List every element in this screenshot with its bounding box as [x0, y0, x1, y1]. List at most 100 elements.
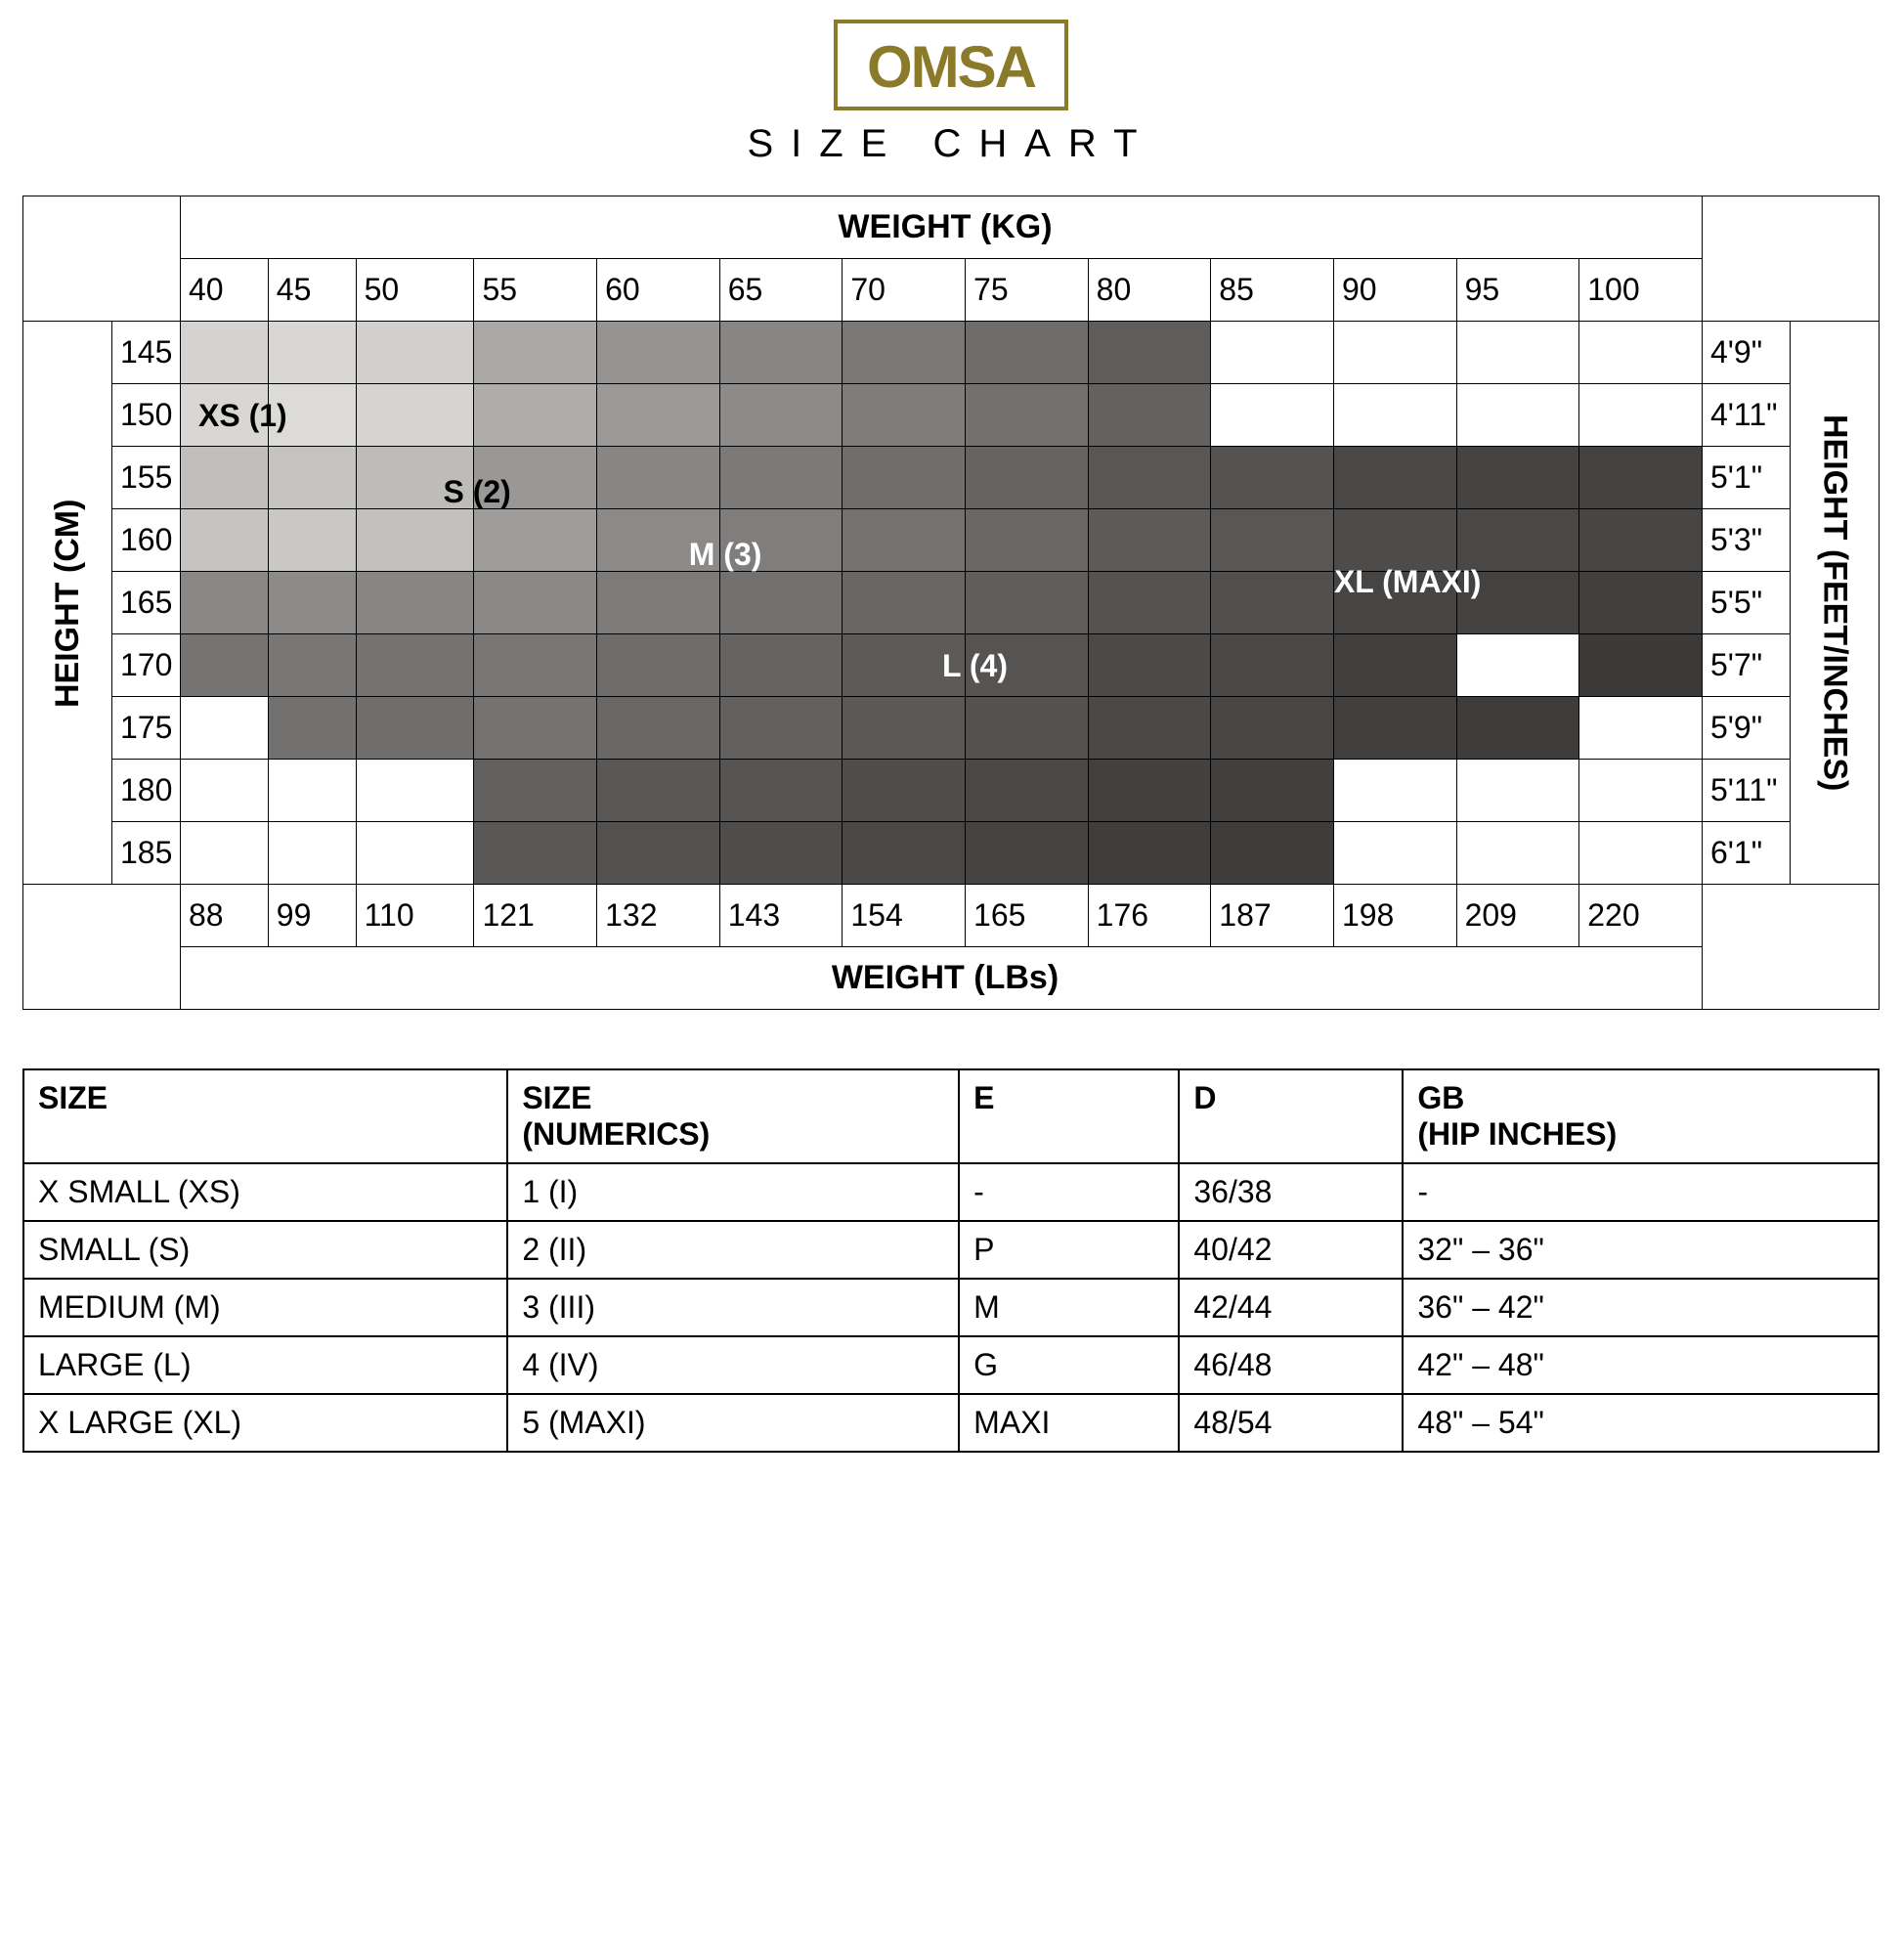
size-cell — [1333, 322, 1456, 384]
size-cell — [181, 822, 269, 885]
size-cell — [843, 760, 966, 822]
size-cell — [719, 322, 843, 384]
size-cell — [1211, 822, 1334, 885]
size-cell — [181, 322, 269, 384]
weight-lbs-cell: 132 — [597, 885, 720, 947]
conv-cell: 42/44 — [1179, 1279, 1403, 1336]
weight-lbs-cell: 176 — [1088, 885, 1211, 947]
conv-row: SMALL (S)2 (II)P40/4232" – 36" — [23, 1221, 1879, 1279]
size-cell — [719, 697, 843, 760]
weight-kg-cell: 75 — [966, 259, 1089, 322]
weight-lbs-cell: 121 — [474, 885, 597, 947]
height-ft-cell: 4'11" — [1703, 384, 1791, 447]
conv-cell: 48/54 — [1179, 1394, 1403, 1452]
size-cell — [966, 572, 1089, 634]
size-cell — [1088, 572, 1211, 634]
weight-lbs-cell: 88 — [181, 885, 269, 947]
conv-cell: 2 (II) — [507, 1221, 959, 1279]
size-cell — [474, 634, 597, 697]
size-cell — [356, 697, 474, 760]
height-cm-cell: 165 — [112, 572, 181, 634]
size-cell — [356, 760, 474, 822]
size-cell — [719, 822, 843, 885]
weight-kg-cell: 50 — [356, 259, 474, 322]
size-cell: S (2) — [474, 447, 597, 509]
size-cell — [181, 760, 269, 822]
size-cell — [1333, 697, 1456, 760]
weight-lbs-cell: 220 — [1579, 885, 1703, 947]
size-cell — [1088, 634, 1211, 697]
conv-cell: LARGE (L) — [23, 1336, 507, 1394]
conv-cell: MEDIUM (M) — [23, 1279, 507, 1336]
size-cell — [1579, 572, 1703, 634]
size-cell — [966, 322, 1089, 384]
height-ft-cell: 4'9" — [1703, 322, 1791, 384]
size-cell — [597, 634, 720, 697]
size-cell — [597, 384, 720, 447]
size-cell — [268, 760, 356, 822]
weight-kg-cell: 80 — [1088, 259, 1211, 322]
conv-cell: 5 (MAXI) — [507, 1394, 959, 1452]
size-cell — [843, 697, 966, 760]
conv-cell: - — [959, 1163, 1179, 1221]
height-ft-cell: 5'5" — [1703, 572, 1791, 634]
size-cell — [356, 384, 474, 447]
weight-kg-cell: 55 — [474, 259, 597, 322]
size-cell — [719, 447, 843, 509]
height-ft-cell: 6'1" — [1703, 822, 1791, 885]
weight-kg-cell: 45 — [268, 259, 356, 322]
size-cell — [1211, 572, 1334, 634]
weight-kg-cell: 65 — [719, 259, 843, 322]
size-cell — [719, 760, 843, 822]
conv-cell: 40/42 — [1179, 1221, 1403, 1279]
conversion-table: SIZESIZE(NUMERICS)EDGB(HIP INCHES)X SMAL… — [22, 1068, 1880, 1453]
conv-cell: SMALL (S) — [23, 1221, 507, 1279]
size-cell — [1456, 447, 1579, 509]
size-cell — [843, 447, 966, 509]
height-cm-cell: 145 — [112, 322, 181, 384]
weight-kg-header: WEIGHT (KG) — [181, 196, 1703, 259]
size-cell — [1211, 447, 1334, 509]
size-cell: XS (1) — [181, 384, 269, 447]
size-cell — [1456, 760, 1579, 822]
weight-kg-cell: 100 — [1579, 259, 1703, 322]
conv-header: E — [959, 1069, 1179, 1163]
conv-cell: X SMALL (XS) — [23, 1163, 507, 1221]
weight-lbs-cell: 99 — [268, 885, 356, 947]
size-cell — [719, 572, 843, 634]
weight-kg-cell: 40 — [181, 259, 269, 322]
size-cell — [597, 697, 720, 760]
weight-kg-cell: 95 — [1456, 259, 1579, 322]
conv-row: X SMALL (XS)1 (I)-36/38- — [23, 1163, 1879, 1221]
height-ft-cell: 5'11" — [1703, 760, 1791, 822]
conv-cell: 46/48 — [1179, 1336, 1403, 1394]
conv-cell: G — [959, 1336, 1179, 1394]
size-cell — [843, 509, 966, 572]
conv-row: LARGE (L)4 (IV)G46/4842" – 48" — [23, 1336, 1879, 1394]
size-cell — [1456, 822, 1579, 885]
conv-cell: MAXI — [959, 1394, 1179, 1452]
size-cell — [474, 822, 597, 885]
weight-kg-cell: 60 — [597, 259, 720, 322]
size-cell — [268, 572, 356, 634]
size-cell — [1088, 697, 1211, 760]
size-cell — [1579, 822, 1703, 885]
conv-header: GB(HIP INCHES) — [1403, 1069, 1879, 1163]
size-cell — [356, 572, 474, 634]
conv-row: X LARGE (XL)5 (MAXI)MAXI48/5448" – 54" — [23, 1394, 1879, 1452]
weight-lbs-cell: 209 — [1456, 885, 1579, 947]
size-cell — [1579, 697, 1703, 760]
size-cell: M (3) — [719, 509, 843, 572]
size-cell — [1579, 509, 1703, 572]
size-grid-chart: WEIGHT (KG)404550556065707580859095100HE… — [22, 196, 1880, 1010]
size-cell — [181, 697, 269, 760]
size-cell — [597, 822, 720, 885]
height-ft-cell: 5'1" — [1703, 447, 1791, 509]
size-cell — [268, 634, 356, 697]
size-cell — [474, 384, 597, 447]
weight-lbs-cell: 187 — [1211, 885, 1334, 947]
height-ft-header: HEIGHT (FEET/INCHES) — [1791, 322, 1880, 885]
size-cell: XL (MAXI) — [1333, 572, 1456, 634]
weight-lbs-cell: 154 — [843, 885, 966, 947]
size-cell — [268, 447, 356, 509]
